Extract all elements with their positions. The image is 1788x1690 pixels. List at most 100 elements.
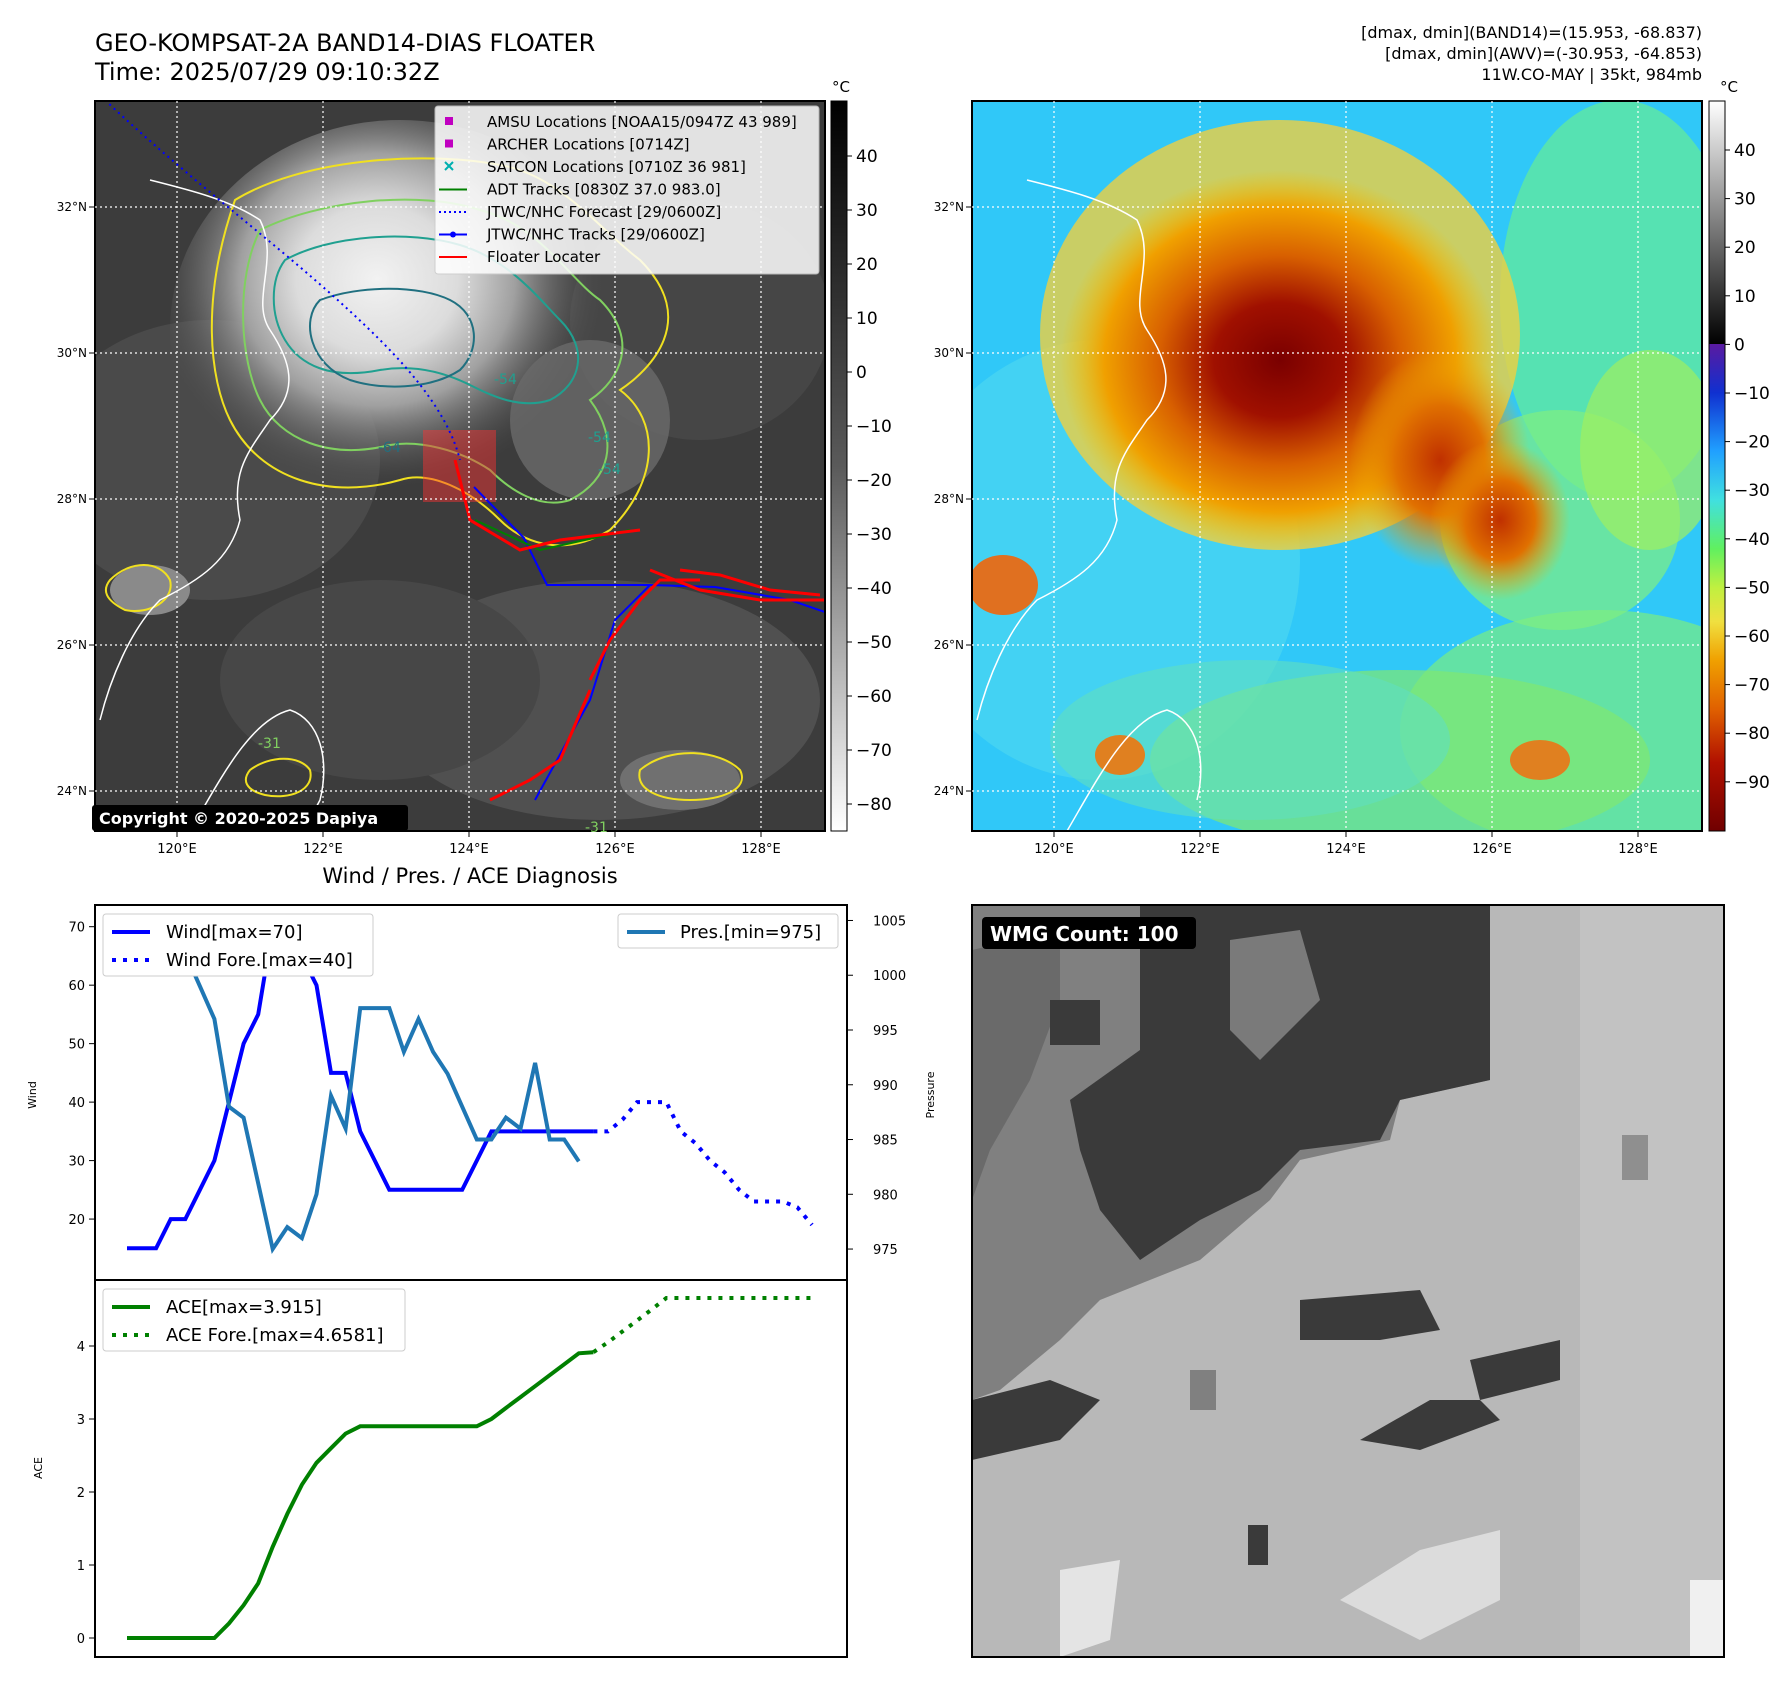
- lat-tick-label: 26°N: [934, 638, 964, 652]
- legend-label: SATCON Locations [0710Z 36 981]: [487, 158, 746, 176]
- legend-entry: ADT Tracks [0830Z 37.0 983.0]: [439, 181, 721, 199]
- legend-label: JTWC/NHC Forecast [29/0600Z]: [486, 203, 721, 221]
- figure-title: GEO-KOMPSAT-2A BAND14-DIAS FLOATER: [95, 29, 595, 57]
- legend-label: Floater Locater: [487, 248, 601, 266]
- legend-label: JTWC/NHC Tracks [29/0600Z]: [486, 226, 705, 244]
- pressure-y-tick-label: 1005: [873, 914, 906, 929]
- map-right-frame: [971, 100, 1703, 832]
- lon-tick-label: 126°E: [1472, 842, 1512, 857]
- gray-colorbar-tick-label: −30: [856, 525, 892, 545]
- color-colorbar-unit: °C: [1720, 78, 1738, 96]
- ace-axis-label: ACE: [32, 1457, 45, 1479]
- pressure-legend-box: [617, 913, 839, 949]
- ace-y-tick-label: 3: [77, 1413, 85, 1428]
- gray-colorbar-tick-label: −70: [856, 741, 892, 761]
- copyright-text: Copyright © 2020-2025 Dapiya: [99, 809, 378, 828]
- ace-legend-label: ACE[max=3.915]: [166, 1297, 322, 1318]
- lat-tick-label: 24°N: [934, 784, 964, 798]
- contour-label: -31: [258, 736, 281, 752]
- legend-square-marker: [445, 139, 453, 148]
- lon-tick-label: 124°E: [449, 842, 489, 857]
- lon-tick-label: 120°E: [157, 842, 197, 857]
- pressure-y-tick-label: 985: [873, 1134, 898, 1149]
- color-colorbar-tick-label: 20: [1734, 238, 1756, 258]
- color-colorbar-bottom: [1709, 344, 1725, 831]
- ace-legend-box: [102, 1288, 406, 1352]
- pressure-legend: Pres.[min=975]: [617, 913, 839, 949]
- wind-y-tick-label: 30: [68, 1155, 85, 1170]
- ace-y-tick-label: 1: [77, 1559, 85, 1574]
- wind-legend: Wind[max=70] Wind Fore.[max=40]: [102, 913, 374, 977]
- map-left-frame: [94, 100, 826, 832]
- series-line-pres-: [127, 929, 581, 1255]
- lon-tick-label: 128°E: [741, 842, 781, 857]
- lat-tick-label: 30°N: [57, 346, 87, 360]
- ace-y-tick-label: 2: [77, 1486, 85, 1501]
- lon-tick-label: 122°E: [303, 842, 343, 857]
- contour-label: -54: [494, 372, 517, 388]
- legend-entry: JTWC/NHC Tracks [29/0600Z]: [439, 226, 705, 244]
- map-legend: AMSU Locations [NOAA15/0947Z 43 989] ARCH…: [434, 105, 820, 275]
- lon-tick-label: 126°E: [595, 842, 635, 857]
- wind-legend-box: [102, 913, 374, 977]
- info-line-2: [dmax, dmin](AWV)=(-30.953, -64.853): [1385, 44, 1702, 63]
- series-line-wind-fore-: [593, 1100, 814, 1227]
- copyright-badge: [92, 805, 408, 831]
- info-line-3: 11W.CO-MAY | 35kt, 984mb: [1481, 65, 1702, 84]
- legend-entry: JTWC/NHC Forecast [29/0600Z]: [439, 203, 721, 221]
- color-colorbar-top: [1709, 101, 1725, 344]
- legend-entry: Floater Locater: [439, 248, 601, 266]
- color-colorbar-tick-label: 0: [1734, 335, 1745, 355]
- wind-y-tick-label: 20: [68, 1213, 85, 1228]
- wind-y-tick-label: 60: [68, 979, 85, 994]
- wmg-count-label: WMG Count: 100: [990, 922, 1179, 946]
- color-ir-map: [972, 101, 1702, 831]
- pressure-y-tick-label: 975: [873, 1243, 898, 1258]
- ace-y-tick-label: 4: [77, 1340, 85, 1355]
- color-colorbar-tick-label: 30: [1734, 190, 1756, 210]
- diagnosis-title: Wind / Pres. / ACE Diagnosis: [322, 864, 617, 888]
- wind-legend-label: Wind[max=70]: [166, 922, 303, 943]
- series-line-ace: [127, 1350, 594, 1640]
- info-line-1: [dmax, dmin](BAND14)=(15.953, -68.837): [1361, 23, 1702, 42]
- color-colorbar-tick-label: 40: [1734, 141, 1756, 161]
- gray-colorbar-tick-label: −80: [856, 795, 892, 815]
- gray-colorbar-tick-label: −20: [856, 471, 892, 491]
- lat-tick-label: 28°N: [934, 492, 964, 506]
- color-colorbar-tick-label: −50: [1734, 578, 1770, 598]
- gray-colorbar-tick-label: −10: [856, 417, 892, 437]
- color-colorbar-ticks: 40 30 20 10 0 −10 −20 −30 −40 −50 −60 −70 −80 −90: [1725, 141, 1770, 793]
- contour-label: -54: [598, 462, 621, 478]
- gray-colorbar-tick-label: −50: [856, 633, 892, 653]
- pressure-axis-label: Pressure: [924, 1071, 937, 1118]
- left-map-axes: 120°E 122°E 124°E 126°E 128°E 32°N 30°N 28°N 26°…: [57, 200, 781, 857]
- gray-colorbar-unit: °C: [832, 78, 850, 96]
- ace-chart: 0 1 2 3 4 ACE ACE[max=3.915] ACE Fore.[max=4.65…: [32, 1279, 848, 1658]
- wind-y-tick-label: 70: [68, 921, 85, 936]
- gray-colorbar-tick-label: 40: [856, 147, 878, 167]
- legend-label: AMSU Locations [NOAA15/0947Z 43 989]: [487, 113, 797, 131]
- lat-tick-label: 30°N: [934, 346, 964, 360]
- right-map-axes: 120°E 122°E 124°E 126°E 128°E 32°N 30°N 28°N 26°…: [934, 200, 1658, 857]
- lat-tick-label: 26°N: [57, 638, 87, 652]
- wmg-badge: [982, 917, 1196, 949]
- color-colorbar-tick-label: −20: [1734, 433, 1770, 453]
- contour-label: -64: [378, 440, 401, 456]
- color-colorbar-tick-label: −80: [1734, 724, 1770, 744]
- gray-colorbar: [830, 100, 848, 832]
- color-colorbar-tick-label: −10: [1734, 384, 1770, 404]
- ace-legend-label: ACE Fore.[max=4.6581]: [166, 1325, 384, 1346]
- figure-time: Time: 2025/07/29 09:10:32Z: [94, 58, 440, 86]
- gray-colorbar-tick-label: 30: [856, 201, 878, 221]
- legend-label: ADT Tracks [0830Z 37.0 983.0]: [487, 181, 721, 199]
- lat-tick-label: 32°N: [57, 200, 87, 214]
- pressure-y-tick-label: 990: [873, 1079, 898, 1094]
- ace-legend: ACE[max=3.915] ACE Fore.[max=4.6581]: [102, 1288, 406, 1352]
- series-line-wind: [127, 920, 594, 1251]
- lon-tick-label: 124°E: [1326, 842, 1366, 857]
- wmg-frame: [971, 904, 1725, 1658]
- legend-x-marker: [444, 161, 454, 171]
- gray-colorbar-tick-label: 10: [856, 309, 878, 329]
- legend-entry: ARCHER Locations [0714Z]: [445, 136, 690, 154]
